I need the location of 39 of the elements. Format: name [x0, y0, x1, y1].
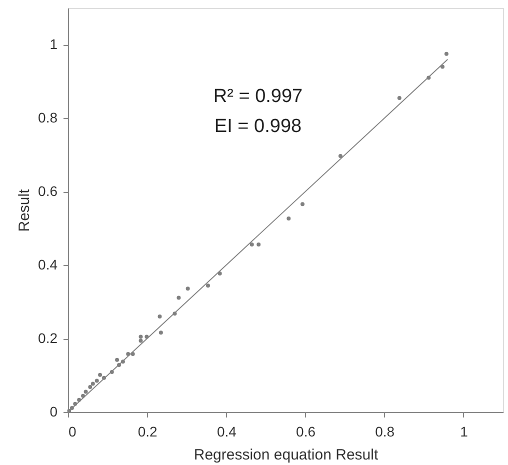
- point: [158, 314, 162, 319]
- y-tick-label: 0.2: [38, 330, 58, 346]
- point: [300, 202, 305, 206]
- point: [206, 284, 210, 288]
- y-tick-label: 0: [50, 404, 58, 420]
- y-tick-label: 0.4: [38, 256, 58, 273]
- point: [397, 96, 402, 100]
- point: [115, 358, 120, 362]
- point: [138, 338, 143, 343]
- point: [444, 52, 448, 56]
- point: [84, 390, 88, 394]
- y-tick-label: 1: [50, 36, 58, 52]
- x-tick-label: 0.6: [296, 424, 316, 440]
- annotation: R² = 0.997: [213, 86, 303, 107]
- point: [186, 286, 190, 291]
- point: [250, 242, 254, 247]
- x-tick-label: 0.8: [375, 424, 395, 440]
- point: [98, 372, 102, 377]
- y-axis-title: Result: [16, 188, 34, 232]
- y-tick-label: 0.6: [38, 183, 58, 200]
- annotation: EI = 0.998: [214, 116, 302, 137]
- point: [88, 385, 92, 390]
- point: [218, 272, 222, 276]
- point: [286, 216, 291, 220]
- y-tick-label: 0.8: [38, 110, 58, 126]
- point: [176, 296, 181, 300]
- point: [158, 330, 163, 335]
- point: [338, 154, 342, 158]
- point: [94, 378, 99, 383]
- point: [126, 352, 130, 356]
- x-tick-label: 0: [68, 424, 76, 440]
- x-tick-label: 0.2: [138, 424, 158, 440]
- point: [440, 64, 444, 69]
- x-axis-title: Regression equation Result: [194, 446, 379, 464]
- x-tick-label: 0.4: [216, 424, 237, 440]
- x-tick-label: 1: [460, 424, 468, 440]
- point: [256, 242, 261, 247]
- point: [90, 382, 95, 386]
- point: [138, 334, 143, 339]
